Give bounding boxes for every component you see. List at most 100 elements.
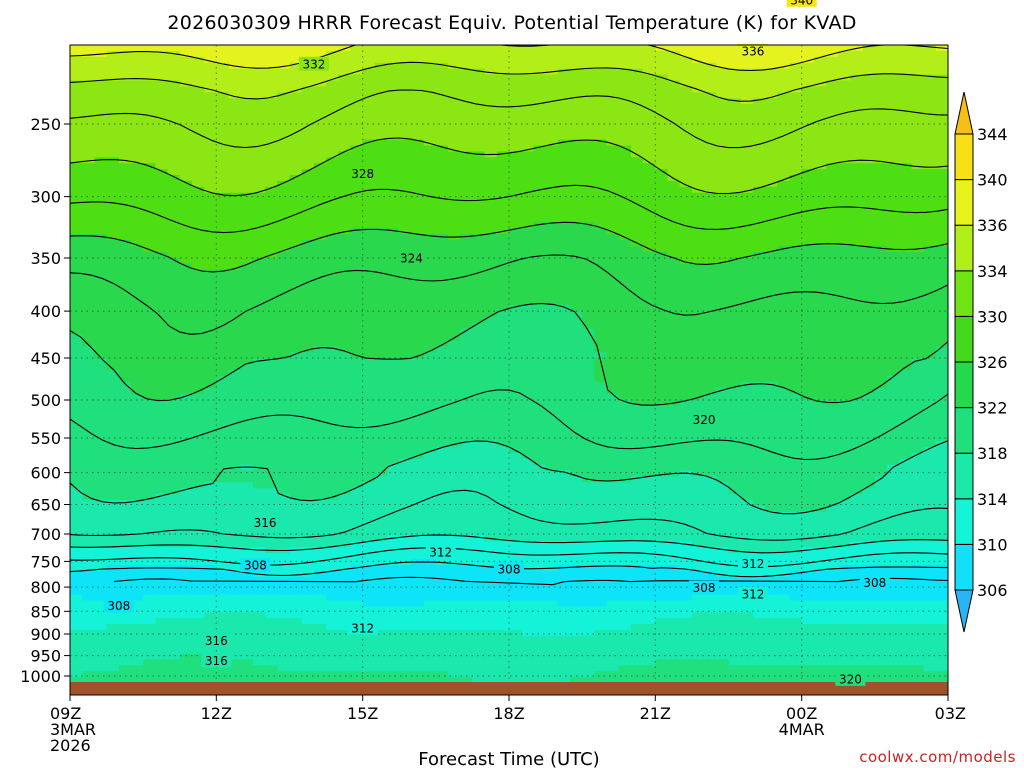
fill-cell <box>70 517 83 525</box>
fill-cell <box>301 151 315 158</box>
fill-cell <box>338 606 352 613</box>
fill-cell <box>204 511 217 519</box>
fill-cell <box>179 505 193 513</box>
fill-cell <box>448 74 461 82</box>
fill-cell <box>216 92 230 99</box>
fill-cell <box>582 535 595 542</box>
fill-cell <box>374 446 388 454</box>
fill-cell <box>130 600 144 607</box>
fill-cell <box>70 624 83 631</box>
fill-cell <box>313 334 327 342</box>
fill-cell <box>423 98 437 105</box>
fill-cell <box>362 104 376 111</box>
fill-cell <box>606 452 620 460</box>
fill-cell <box>411 192 425 200</box>
fill-cell <box>533 399 547 407</box>
fill-cell <box>301 553 315 560</box>
fill-cell <box>435 393 449 401</box>
fill-cell <box>350 399 364 407</box>
fill-cell <box>387 482 400 489</box>
fill-cell <box>460 121 474 129</box>
fill-cell <box>545 216 559 223</box>
fill-cell <box>179 677 193 684</box>
fill-cell <box>435 364 449 371</box>
fill-cell <box>557 482 571 489</box>
fill-cell <box>191 352 205 359</box>
fill-cell <box>484 192 498 200</box>
fill-cell <box>594 482 608 489</box>
fill-cell <box>594 417 608 424</box>
fill-cell <box>411 234 425 241</box>
fill-cell <box>557 594 571 602</box>
fill-cell <box>557 370 571 377</box>
fill-cell <box>204 68 217 76</box>
fill-cell <box>338 618 352 625</box>
fill-cell <box>240 145 254 152</box>
fill-cell <box>265 600 278 607</box>
fill-cell <box>82 299 95 306</box>
fill-cell <box>94 127 108 135</box>
fill-cell <box>496 612 510 619</box>
fill-cell <box>399 358 413 365</box>
fill-cell <box>118 98 132 105</box>
fill-cell <box>118 529 132 537</box>
fill-cell <box>545 435 559 442</box>
fill-cell <box>289 45 303 52</box>
fill-cell <box>362 606 376 613</box>
fill-cell <box>326 127 339 135</box>
fill-cell <box>582 192 595 200</box>
fill-cell <box>313 417 327 424</box>
fill-cell <box>277 665 291 672</box>
fill-cell <box>496 322 510 330</box>
fill-cell <box>423 659 437 667</box>
fill-cell <box>521 251 534 259</box>
fill-cell <box>240 464 254 472</box>
fill-cell <box>350 488 364 495</box>
fill-cell <box>557 364 571 371</box>
fill-cell <box>387 175 400 182</box>
fill-cell <box>569 411 583 418</box>
fill-cell <box>240 151 254 158</box>
fill-cell <box>70 659 83 667</box>
fill-cell <box>509 56 522 64</box>
fill-cell <box>301 204 315 212</box>
fill-cell <box>557 115 571 123</box>
fill-cell <box>191 458 205 466</box>
fill-cell <box>594 50 608 58</box>
fill-cell <box>569 163 583 170</box>
fill-cell <box>594 110 608 117</box>
fill-cell <box>265 192 278 200</box>
fill-cell <box>82 576 95 584</box>
fill-cell <box>118 653 132 661</box>
fill-cell <box>618 222 632 229</box>
fill-cell <box>606 405 620 412</box>
fill-cell <box>533 523 547 531</box>
fill-cell <box>374 98 388 105</box>
fill-cell <box>70 417 83 424</box>
fill-cell <box>582 511 595 519</box>
fill-cell <box>70 511 83 519</box>
fill-cell <box>423 452 437 460</box>
fill-cell <box>82 370 95 377</box>
fill-cell <box>484 393 498 401</box>
fill-cell <box>374 74 388 82</box>
fill-cell <box>155 612 169 619</box>
fill-cell <box>411 618 425 625</box>
fill-cell <box>204 62 217 70</box>
fill-cell <box>387 535 400 542</box>
fill-cell <box>106 80 120 87</box>
fill-cell <box>496 50 510 58</box>
fill-cell <box>204 45 217 52</box>
fill-cell <box>313 541 327 548</box>
fill-cell <box>606 370 620 377</box>
fill-cell <box>472 110 486 117</box>
fill-cell <box>350 381 364 389</box>
fill-cell <box>143 600 156 607</box>
fill-cell <box>448 352 461 359</box>
fill-cell <box>496 358 510 365</box>
fill-cell <box>179 169 193 176</box>
fill-cell <box>496 576 510 584</box>
fill-cell <box>240 541 254 548</box>
fill-cell <box>496 482 510 489</box>
fill-cell <box>387 316 400 324</box>
